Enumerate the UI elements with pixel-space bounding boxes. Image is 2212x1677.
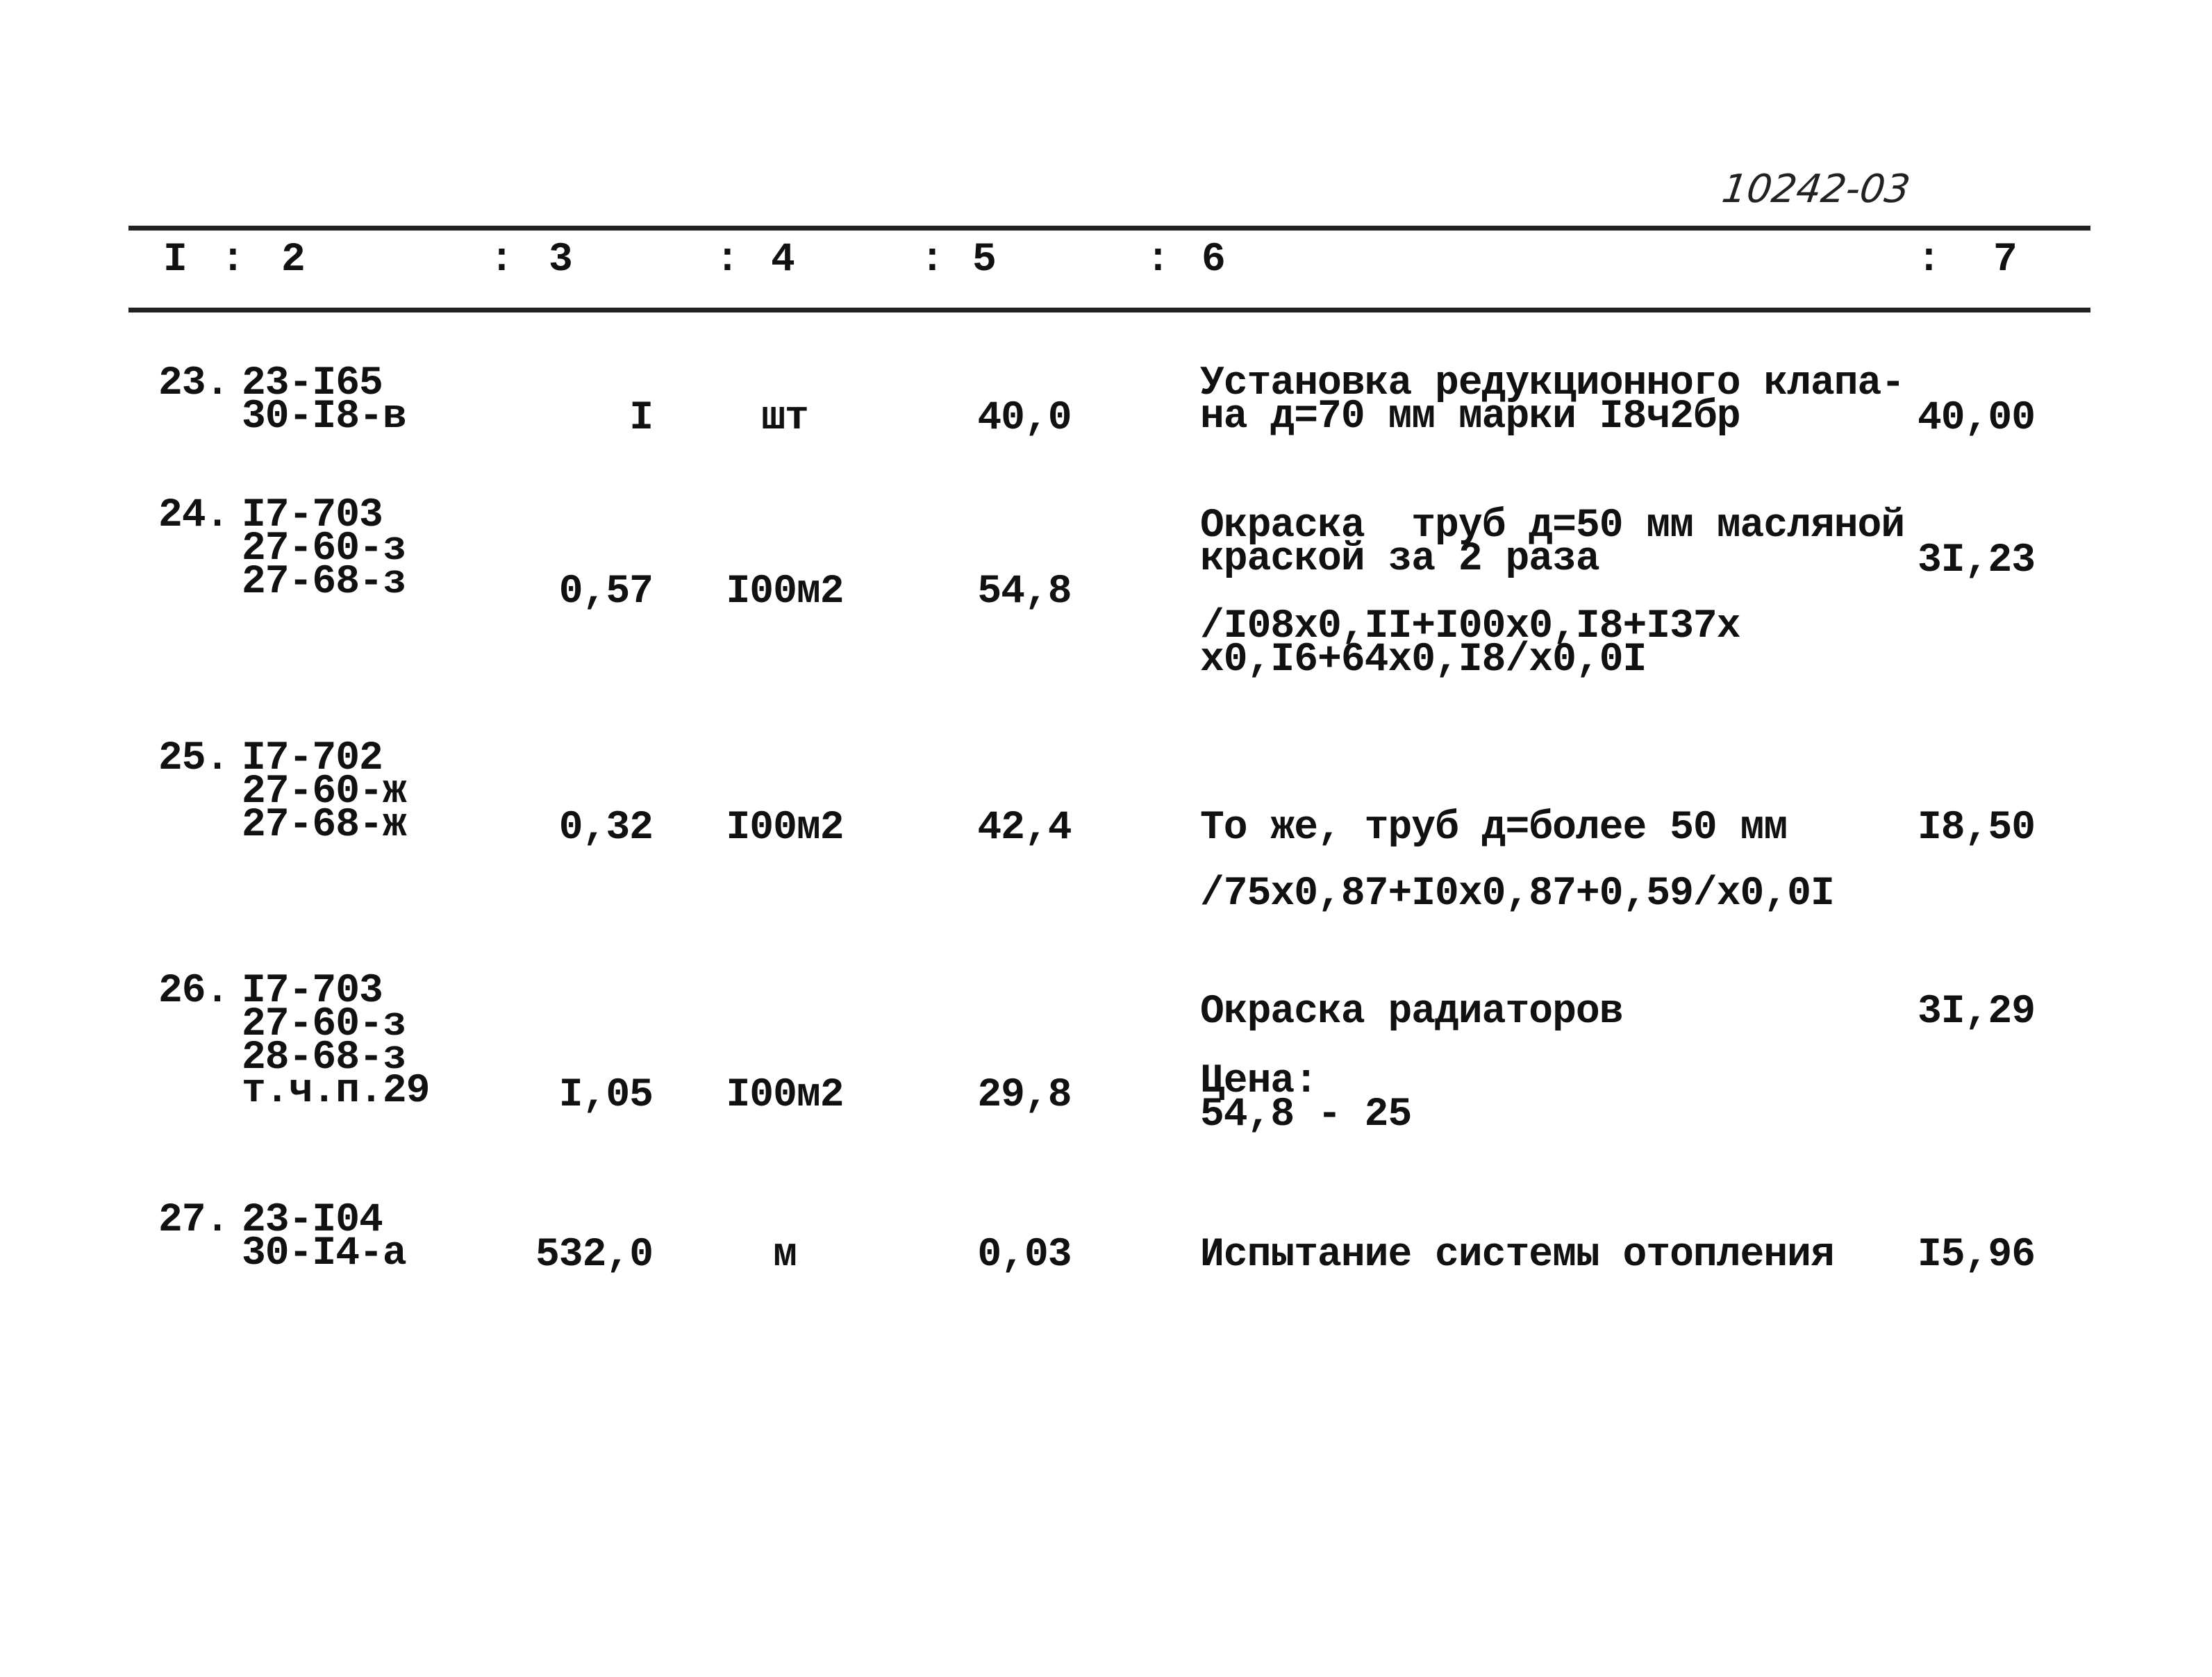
header-col-7: 7 xyxy=(1993,237,2018,283)
row-description: Установка редукционного клапа- xyxy=(1200,361,1905,406)
row-code: 28-68-з xyxy=(242,1035,407,1081)
row-total: I5,96 xyxy=(1917,1233,2036,1278)
row-code: I7-702 xyxy=(242,736,383,781)
row-total: 3I,23 xyxy=(1917,538,2036,583)
row-code: 27-68-ж xyxy=(242,803,407,848)
row-code: 27-60-ж xyxy=(242,769,407,815)
row-unit: шт xyxy=(761,396,809,441)
row-price: 54,8 xyxy=(977,569,1072,615)
row-quantity: 532,0 xyxy=(535,1233,654,1278)
header-col-1: I xyxy=(163,237,188,283)
row-price: 29,8 xyxy=(977,1073,1072,1118)
row-calculation: x0,I6+64x0,I8/x0,0I xyxy=(1200,637,1647,683)
row-calculation: /75x0,87+I0x0,87+0,59/x0,0I xyxy=(1200,871,1835,917)
row-code: 30-I4-а xyxy=(242,1231,407,1276)
header-bottom-rule xyxy=(128,308,2090,312)
header-sep: : xyxy=(920,237,945,283)
row-description: Окраска труб д=50 мм масляной xyxy=(1200,503,1905,549)
row-number: 26. xyxy=(158,969,229,1014)
header-sep: : xyxy=(490,237,514,283)
row-number: 23. xyxy=(158,361,229,406)
row-calculation: /I08x0,II+I00x0,I8+I37x xyxy=(1200,604,1741,649)
row-code: 27-68-з xyxy=(242,560,407,605)
header-sep: : xyxy=(221,237,245,283)
row-description: Окраска радиаторов xyxy=(1200,990,1624,1035)
row-description: Испытание системы отопления xyxy=(1200,1233,1835,1278)
row-number: 27. xyxy=(158,1198,229,1243)
row-price: 40,0 xyxy=(977,396,1072,441)
row-code: 23-I65 xyxy=(242,361,383,406)
row-code: 30-I8-в xyxy=(242,394,407,440)
row-code: т.ч.п.29 xyxy=(242,1069,430,1114)
row-price: 42,4 xyxy=(977,806,1072,851)
row-number: 25. xyxy=(158,736,229,781)
row-quantity: 0,57 xyxy=(558,569,654,615)
row-code: 27-60-з xyxy=(242,1002,407,1047)
row-price: 0,03 xyxy=(977,1233,1072,1278)
row-code: I7-703 xyxy=(242,493,383,538)
row-description: То же, труб д=более 50 мм xyxy=(1200,806,1788,851)
row-code: I7-703 xyxy=(242,969,383,1014)
row-total: 40,00 xyxy=(1917,396,2036,441)
header-top-rule xyxy=(128,226,2090,231)
header-sep: : xyxy=(1146,237,1170,283)
row-code: 27-60-з xyxy=(242,526,407,571)
row-total: 3I,29 xyxy=(1917,990,2036,1035)
row-unit: I00м2 xyxy=(726,806,844,851)
row-code: 23-I04 xyxy=(242,1198,383,1243)
row-calculation: 54,8 - 25 xyxy=(1200,1092,1412,1137)
row-quantity: I xyxy=(629,396,654,441)
header-col-3: 3 xyxy=(549,237,573,283)
row-number: 24. xyxy=(158,493,229,538)
header-col-4: 4 xyxy=(771,237,795,283)
header-col-5: 5 xyxy=(972,237,997,283)
row-quantity: I,05 xyxy=(558,1073,654,1118)
header-sep: : xyxy=(715,237,740,283)
row-unit: I00м2 xyxy=(726,1073,844,1118)
row-description: на д=70 мм марки I8ч2бр xyxy=(1200,394,1741,440)
row-unit: м xyxy=(773,1233,797,1278)
row-calculation: Цена: xyxy=(1200,1059,1318,1104)
row-description: краской за 2 раза xyxy=(1200,537,1600,582)
document-number: 10242-03 xyxy=(1719,167,1913,212)
row-total: I8,50 xyxy=(1917,806,2036,851)
row-quantity: 0,32 xyxy=(558,806,654,851)
header-sep: : xyxy=(1917,237,1941,283)
header-col-6: 6 xyxy=(1201,237,1226,283)
row-unit: I00м2 xyxy=(726,569,844,615)
header-col-2: 2 xyxy=(281,237,306,283)
